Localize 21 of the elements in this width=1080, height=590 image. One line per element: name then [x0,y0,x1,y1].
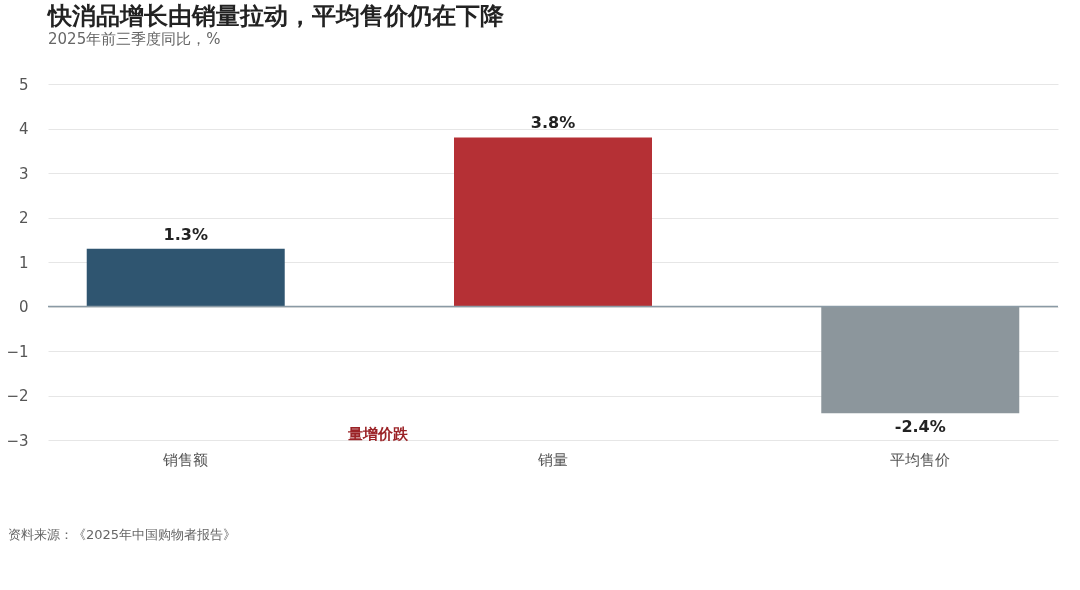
y-tick-label: 4 [18,120,29,138]
y-tick-label: 5 [18,75,29,94]
y-tick-label: −1 [6,342,29,361]
y-tick-label: 3 [18,164,29,183]
data-label: 1.3% [163,224,208,244]
x-tick-label: 销量 [537,450,568,469]
y-tick-label: 1 [18,253,29,272]
y-tick-label: 2 [18,209,29,227]
annotation: 量增价跌 [347,425,409,443]
x-tick-label: 销售额 [162,450,209,469]
data-label: -2.4% [894,417,946,437]
text: 资料来源：《2025年中国购物者报告》 [8,527,237,542]
bar [454,137,652,307]
data-label: 3.8% [530,113,576,133]
x-tick-label: 平均售价 [890,450,951,469]
chart-subtitle: 2025年前三季度同比，% [48,30,221,48]
y-tick-label: −3 [6,431,29,450]
y-tick-label: 0 [18,298,29,316]
y-tick-label: −2 [6,387,29,405]
bar [86,248,285,307]
chart-title: 快消品增长由销量拉动，平均售价仍在下降 [46,2,505,30]
